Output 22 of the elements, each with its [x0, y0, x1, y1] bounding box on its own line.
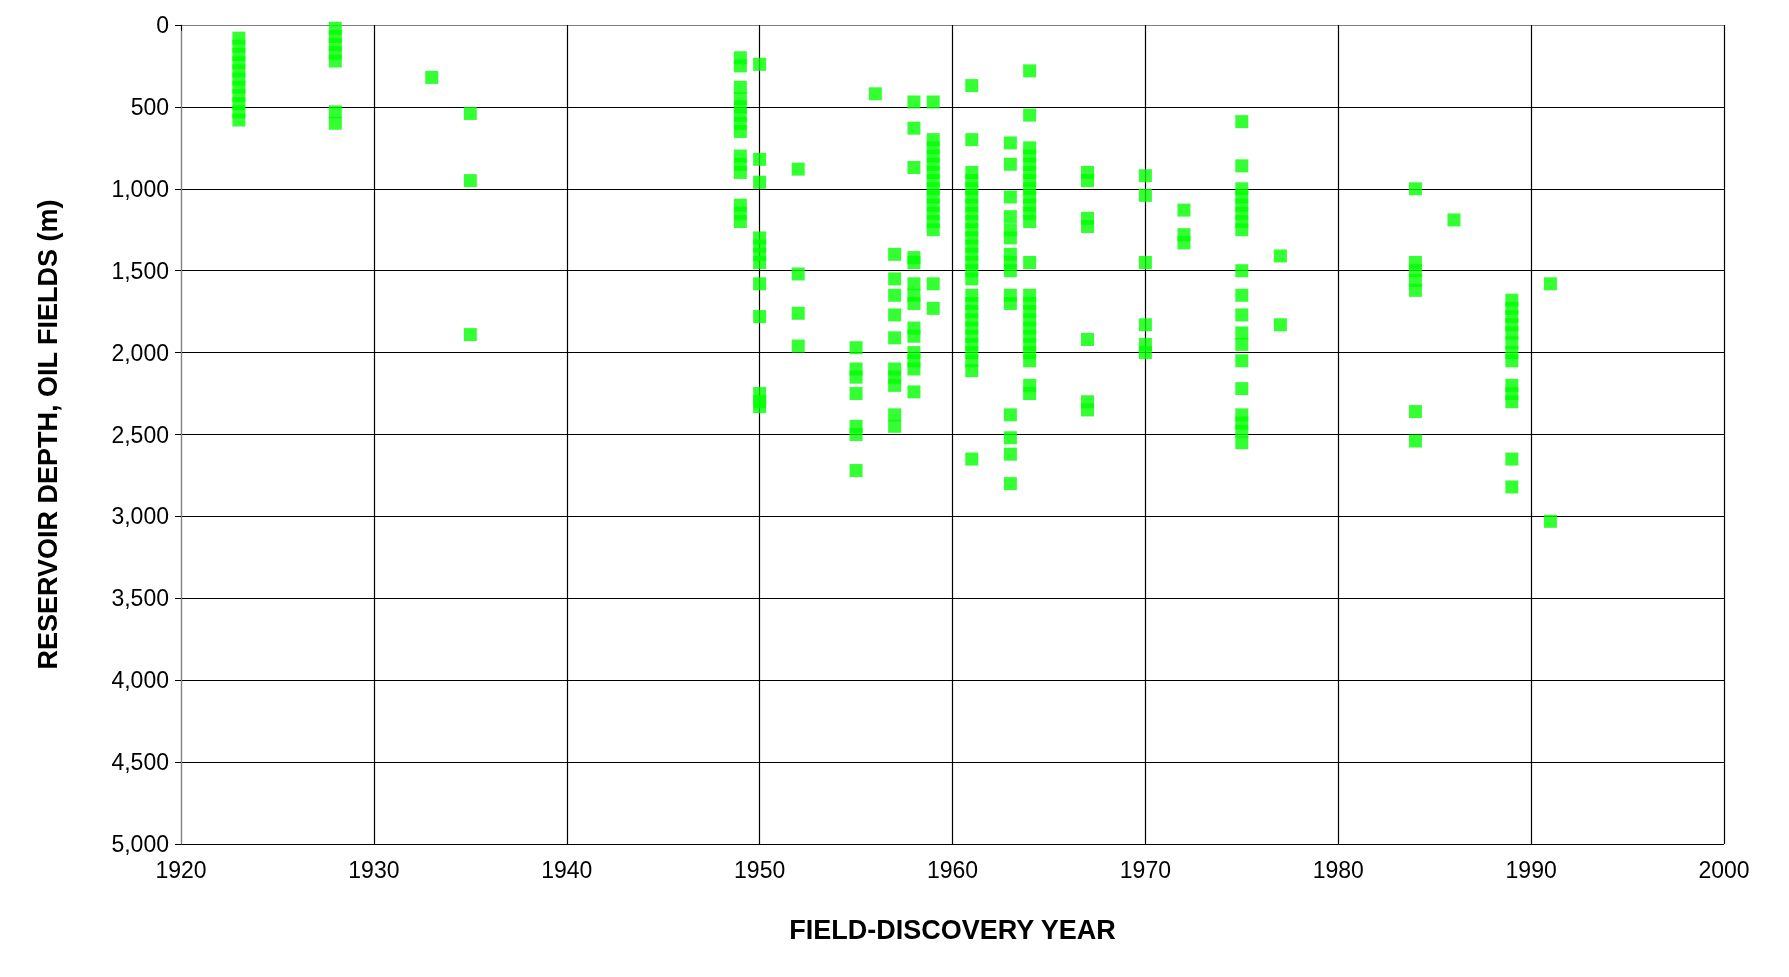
x-tick-label: 2000	[1698, 856, 1750, 883]
y-tick-label: 1,500	[111, 257, 169, 284]
y-tick-label: 4,000	[111, 667, 169, 694]
x-tick-label: 1990	[1505, 856, 1557, 883]
y-tick-label: 3,000	[111, 503, 169, 530]
x-axis-title: FIELD-DISCOVERY YEAR	[789, 914, 1116, 945]
x-tick-label: 1950	[734, 856, 786, 883]
y-tick-label: 5,000	[111, 831, 169, 857]
x-tick-label: 1930	[348, 856, 400, 883]
y-tick-label: 2,000	[111, 339, 169, 366]
y-tick-label: 1,000	[111, 175, 169, 202]
y-tick-label: 2,500	[111, 421, 169, 448]
x-tick-label: 1960	[926, 856, 979, 883]
y-tick-label: 3,500	[111, 585, 169, 612]
x-tick-label: 1980	[1312, 856, 1364, 883]
y-tick-label: 500	[130, 93, 169, 120]
y-tick-label: 0	[156, 12, 169, 38]
x-tick-label: 1940	[541, 856, 593, 883]
x-tick-label: 1970	[1119, 856, 1171, 883]
y-tick-label: 4,500	[111, 749, 169, 776]
y-axis-title: RESERVOIR DEPTH, OIL FIELDS (m)	[32, 199, 63, 670]
x-tick-label: 1920	[155, 856, 207, 883]
